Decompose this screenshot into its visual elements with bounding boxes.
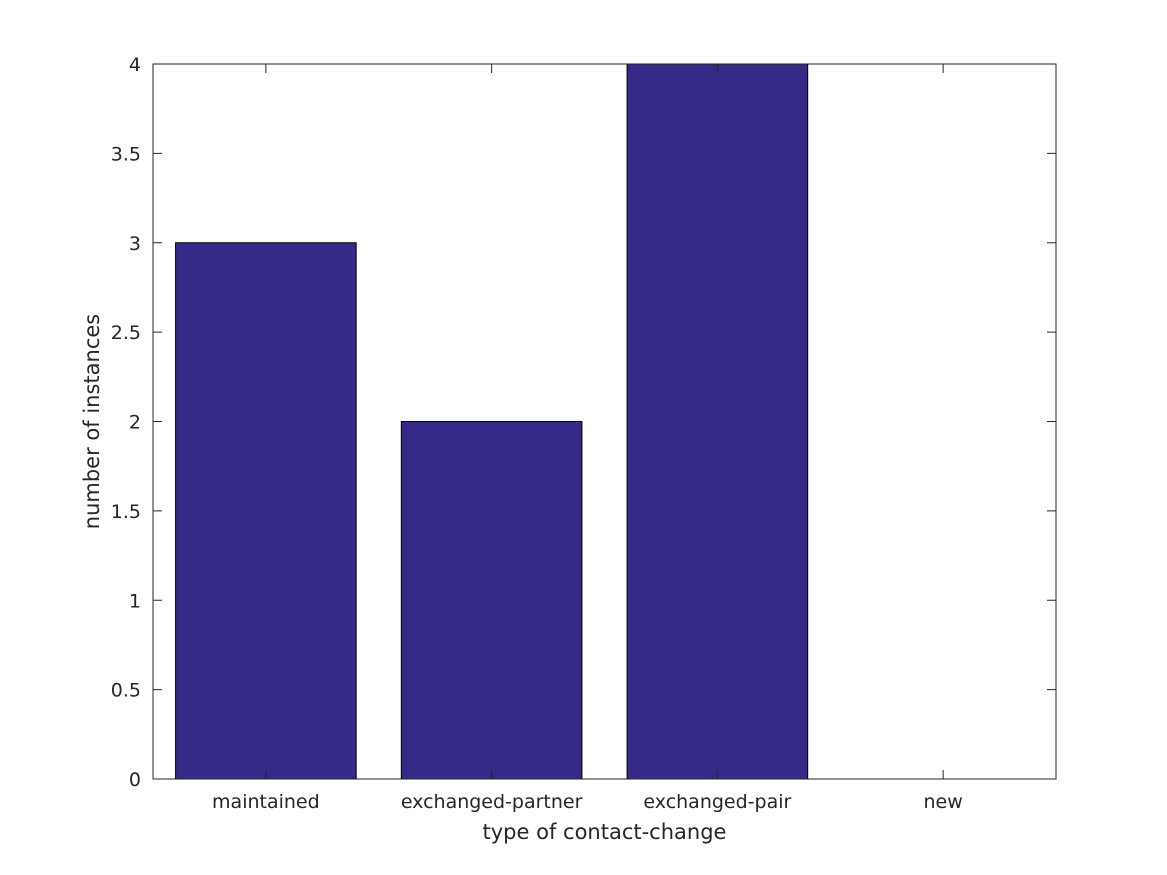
y-tick-label: 3.5 — [111, 143, 141, 165]
x-axis-label: type of contact-change — [483, 820, 727, 844]
x-tick-label: maintained — [212, 791, 320, 813]
y-tick-label: 0 — [129, 769, 141, 791]
y-tick-label: 0.5 — [111, 680, 141, 702]
y-tick-label: 1.5 — [111, 501, 141, 523]
x-tick-label: exchanged-pair — [643, 791, 791, 813]
bar-maintained — [175, 242, 357, 780]
bars-layer — [175, 63, 809, 780]
y-tick-label: 2 — [129, 412, 141, 434]
x-tick-label: new — [923, 791, 962, 813]
y-axis-label: number of instances — [80, 314, 104, 529]
y-tick-label: 4 — [129, 54, 141, 76]
y-tick-label: 1 — [129, 590, 141, 612]
x-tick-label: exchanged-partner — [401, 791, 583, 813]
bar-exchanged-pair — [626, 63, 809, 780]
bar-exchanged-partner — [400, 421, 583, 780]
y-tick-label: 3 — [129, 233, 141, 255]
tick-labels-layer: maintained exchanged-partner exchanged-pai… — [111, 54, 963, 813]
y-tick-label: 2.5 — [111, 322, 141, 344]
ticks-layer — [153, 63, 1056, 780]
